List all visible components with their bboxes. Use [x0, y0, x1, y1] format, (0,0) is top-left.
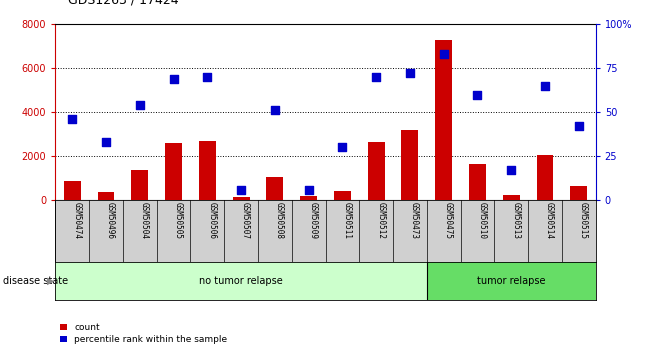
Text: GSM50510: GSM50510 [477, 202, 486, 239]
Point [101, 139, 111, 145]
Bar [436, 40, 452, 200]
Bar [300, 196, 317, 200]
Point [169, 76, 179, 81]
Point [439, 51, 449, 57]
Bar [165, 143, 182, 200]
Text: tumor relapse: tumor relapse [477, 276, 546, 286]
Text: GSM50496: GSM50496 [106, 202, 115, 239]
Point [574, 124, 584, 129]
Legend: count, percentile rank within the sample: count, percentile rank within the sample [60, 323, 227, 344]
Point [236, 187, 246, 192]
Bar [132, 170, 148, 200]
Text: disease state: disease state [3, 276, 68, 286]
Bar [402, 130, 419, 200]
Bar [570, 186, 587, 200]
Text: GSM50507: GSM50507 [241, 202, 250, 239]
Point [67, 116, 77, 122]
Text: GSM50514: GSM50514 [545, 202, 554, 239]
Point [540, 83, 550, 89]
Bar [64, 181, 81, 200]
Point [506, 167, 516, 173]
Bar [266, 177, 283, 200]
Bar [98, 193, 115, 200]
Text: GSM50512: GSM50512 [376, 202, 385, 239]
Bar [469, 164, 486, 200]
Text: GSM50508: GSM50508 [275, 202, 284, 239]
Text: GSM50474: GSM50474 [72, 202, 81, 239]
Bar [334, 191, 351, 200]
Text: GSM50473: GSM50473 [410, 202, 419, 239]
Text: GSM50475: GSM50475 [444, 202, 452, 239]
Point [472, 92, 482, 97]
Text: GSM50509: GSM50509 [309, 202, 318, 239]
Point [270, 108, 280, 113]
Text: GSM50511: GSM50511 [342, 202, 352, 239]
Bar [199, 141, 215, 200]
Bar [503, 195, 519, 200]
Text: no tumor relapse: no tumor relapse [199, 276, 283, 286]
Bar [232, 197, 249, 200]
Point [337, 145, 348, 150]
Bar [427, 262, 596, 300]
Bar [368, 142, 385, 200]
Point [303, 187, 314, 192]
Text: GSM50505: GSM50505 [174, 202, 182, 239]
Point [135, 102, 145, 108]
Text: ▶: ▶ [47, 276, 55, 286]
Text: GSM50506: GSM50506 [207, 202, 216, 239]
Text: GSM50515: GSM50515 [579, 202, 588, 239]
Point [405, 71, 415, 76]
Point [371, 74, 381, 80]
Text: GSM50504: GSM50504 [140, 202, 149, 239]
Text: GSM50513: GSM50513 [511, 202, 520, 239]
Text: GDS1263 / 17424: GDS1263 / 17424 [68, 0, 179, 7]
Bar [536, 155, 553, 200]
Bar [55, 262, 427, 300]
Point [202, 74, 212, 80]
